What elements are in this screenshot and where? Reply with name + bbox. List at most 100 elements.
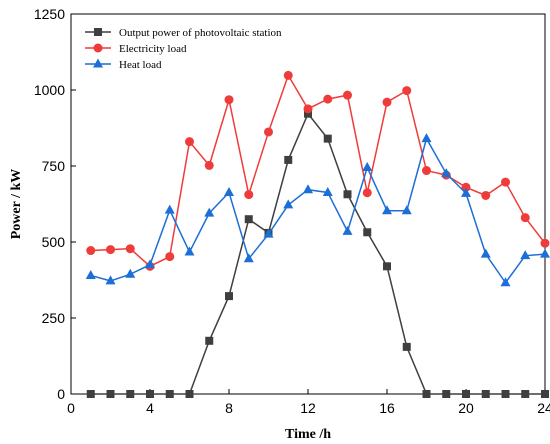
data-point [383, 262, 391, 271]
legend-item: Output power of photovoltaic station [85, 27, 282, 39]
series-line [90, 73, 546, 268]
data-point [422, 166, 431, 176]
data-point [442, 390, 451, 398]
data-point [462, 390, 470, 398]
series-line [90, 112, 545, 395]
legend-marker [94, 28, 102, 36]
y-tick-label: 750 [42, 158, 66, 174]
data-point [145, 259, 155, 269]
data-point [382, 205, 392, 215]
y-axis-ticks: 0 250 500 750 1000 1250 [34, 6, 76, 402]
data-point [461, 187, 471, 197]
data-point [304, 109, 312, 118]
data-point [244, 215, 253, 224]
data-point [362, 162, 373, 172]
data-point [363, 228, 372, 237]
y-tick-label: 0 [57, 386, 65, 402]
data-point [205, 336, 214, 345]
data-point [402, 86, 412, 96]
data-point [500, 277, 511, 287]
x-tick-label: 16 [379, 400, 395, 416]
data-point [323, 94, 333, 104]
data-point [224, 95, 234, 105]
data-point [541, 390, 549, 398]
data-point [204, 160, 214, 170]
x-tick-label: 24 [537, 400, 550, 416]
x-tick-label: 20 [458, 400, 474, 416]
data-point [501, 177, 510, 187]
data-point [283, 70, 293, 80]
data-point [125, 244, 135, 254]
data-point [323, 134, 332, 143]
data-point [501, 390, 510, 398]
data-point [343, 190, 352, 199]
y-tick-label: 1250 [34, 6, 65, 22]
legend-label: Electricity load [119, 43, 187, 55]
data-point [521, 390, 530, 398]
y-tick-label: 500 [42, 234, 66, 250]
x-axis-ticks: 0 4 8 12 16 20 24 [67, 389, 550, 416]
legend-label: Output power of photovoltaic station [119, 27, 282, 39]
y-tick-label: 1000 [34, 82, 65, 98]
x-axis-title: Time /h [285, 427, 331, 442]
series-line [90, 136, 546, 285]
series-3 [85, 133, 550, 287]
data-point [126, 390, 135, 398]
data-point [480, 248, 491, 258]
data-point [165, 252, 175, 262]
data-point [283, 199, 294, 209]
data-point [422, 390, 431, 398]
legend: Output power of photovoltaic station Elec… [85, 27, 282, 71]
y-tick-label: 250 [42, 310, 66, 326]
data-point [520, 250, 531, 260]
data-point [184, 246, 195, 256]
legend-marker [93, 58, 103, 68]
data-point [540, 238, 550, 248]
data-point [86, 246, 96, 256]
data-point [303, 184, 313, 194]
series-1 [86, 109, 549, 398]
data-point [85, 269, 96, 279]
legend-item: Heat load [85, 58, 162, 71]
data-point [146, 390, 154, 398]
data-point [461, 182, 471, 192]
x-tick-label: 0 [67, 400, 75, 416]
data-point [402, 342, 411, 351]
data-point [303, 104, 313, 114]
data-point [520, 213, 530, 223]
data-point [185, 137, 194, 147]
data-point [243, 253, 254, 263]
series-2 [86, 70, 550, 271]
data-point [441, 168, 452, 178]
data-point [263, 228, 274, 238]
x-tick-label: 4 [146, 400, 154, 416]
data-point [322, 186, 333, 196]
x-tick-label: 12 [300, 400, 316, 416]
data-point [125, 268, 136, 278]
data-point [225, 292, 233, 301]
data-point [165, 390, 174, 398]
data-point [106, 390, 115, 398]
data-point [164, 204, 175, 214]
y-axis-title: Power / kW [9, 169, 24, 240]
legend-marker [93, 43, 103, 53]
data-point [481, 190, 491, 200]
data-point [106, 245, 115, 255]
data-point [86, 390, 95, 398]
data-point [540, 248, 550, 258]
plot-frame [70, 13, 546, 395]
data-point [105, 275, 116, 285]
x-tick-label: 8 [225, 400, 233, 416]
data-point [185, 390, 194, 398]
legend-item: Electricity load [85, 43, 187, 55]
data-point [421, 133, 432, 143]
data-point [264, 127, 273, 137]
data-point [224, 186, 234, 196]
data-point [342, 225, 353, 235]
data-point [343, 90, 352, 100]
data-point [244, 190, 254, 200]
data-point [401, 205, 412, 215]
legend-label: Heat load [119, 59, 162, 71]
data-point [204, 207, 215, 217]
data-point [284, 155, 293, 164]
